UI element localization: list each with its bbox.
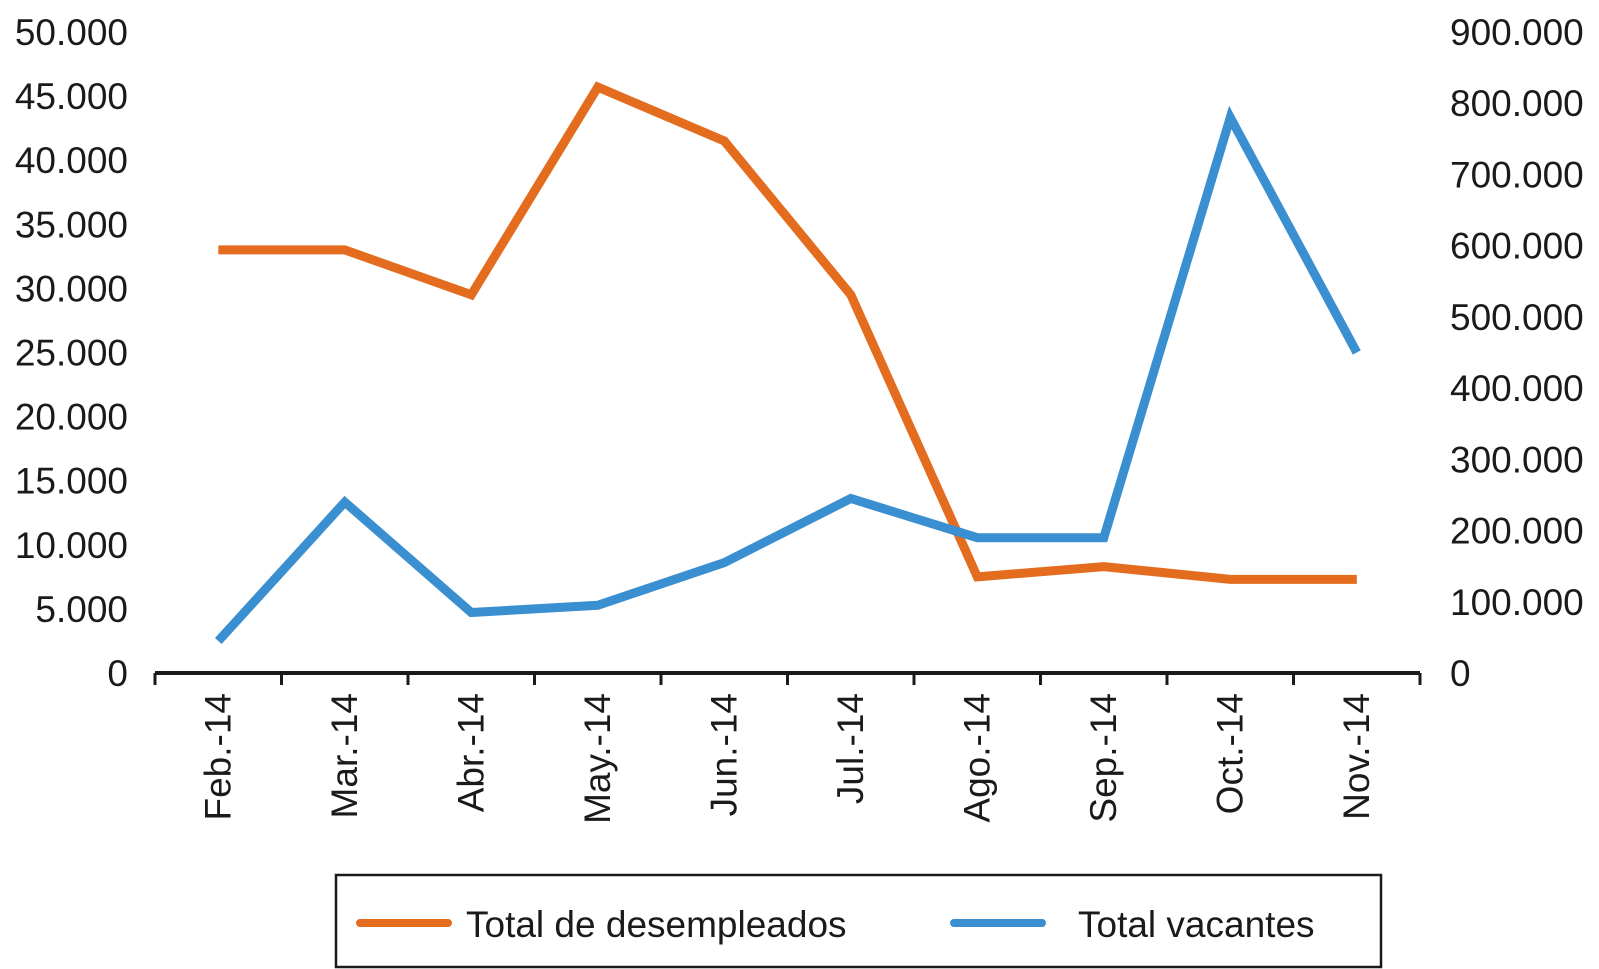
x-axis-tick-labels: Feb.-14 Mar.-14 Abr.-14 May.-14 Jun.-14 Jul.-… bbox=[197, 693, 1377, 824]
legend-label-desempleados: Total de desempleados bbox=[466, 904, 847, 945]
left-axis-tick-label: 25.000 bbox=[15, 333, 128, 374]
x-axis-tick-label: Mar.-14 bbox=[324, 693, 365, 818]
right-axis-tick-label: 200.000 bbox=[1450, 511, 1584, 552]
legend: Total de desempleados Total vacantes bbox=[334, 873, 1383, 969]
x-axis-tick-label: Sep.-14 bbox=[1083, 693, 1124, 823]
right-axis-tick-label: 100.000 bbox=[1450, 582, 1584, 623]
left-axis-tick-label: 35.000 bbox=[15, 204, 128, 245]
series-line-desempleados bbox=[218, 81, 1357, 584]
left-axis-tick-labels: 0 5.000 10.000 15.000 20.000 25.000 30.000 35.0… bbox=[15, 12, 128, 694]
right-axis-tick-label: 0 bbox=[1450, 653, 1471, 694]
x-axis bbox=[153, 671, 1422, 685]
left-axis-tick-label: 5.000 bbox=[35, 589, 128, 630]
right-axis-tick-label: 300.000 bbox=[1450, 439, 1584, 480]
series-line-vacantes bbox=[214, 105, 1361, 645]
right-axis-tick-label: 600.000 bbox=[1450, 226, 1584, 267]
legend-box bbox=[334, 873, 1383, 969]
x-axis-tick-label: May.-14 bbox=[577, 693, 618, 824]
right-axis-tick-label: 900.000 bbox=[1450, 12, 1584, 53]
left-axis-tick-label: 30.000 bbox=[15, 268, 128, 309]
legend-label-vacantes: Total vacantes bbox=[1078, 904, 1315, 945]
x-axis-tick-label: Jun.-14 bbox=[703, 693, 744, 816]
left-axis-tick-label: 0 bbox=[107, 653, 128, 694]
right-axis-tick-label: 800.000 bbox=[1450, 83, 1584, 124]
series-lines bbox=[214, 81, 1361, 645]
left-axis-tick-label: 40.000 bbox=[15, 140, 128, 181]
right-axis-tick-label: 700.000 bbox=[1450, 154, 1584, 195]
x-axis-tick-label: Oct.-14 bbox=[1209, 693, 1250, 814]
x-axis-tick-label: Ago.-14 bbox=[956, 693, 997, 823]
left-axis-tick-label: 20.000 bbox=[15, 397, 128, 438]
right-axis-tick-labels: 0 100.000 200.000 300.000 400.000 500.000 600.… bbox=[1450, 12, 1584, 694]
left-axis-tick-label: 45.000 bbox=[15, 76, 128, 117]
x-axis-tick-label: Jul.-14 bbox=[830, 693, 871, 804]
left-axis-tick-label: 50.000 bbox=[15, 12, 128, 53]
x-axis-tick-label: Nov.-14 bbox=[1336, 693, 1377, 820]
x-axis-tick-label: Feb.-14 bbox=[197, 693, 238, 821]
x-axis-tick-label: Abr.-14 bbox=[450, 693, 491, 812]
right-axis-tick-label: 500.000 bbox=[1450, 297, 1584, 338]
left-axis-tick-label: 15.000 bbox=[15, 461, 128, 502]
left-axis-tick-label: 10.000 bbox=[15, 525, 128, 566]
right-axis-tick-label: 400.000 bbox=[1450, 368, 1584, 409]
